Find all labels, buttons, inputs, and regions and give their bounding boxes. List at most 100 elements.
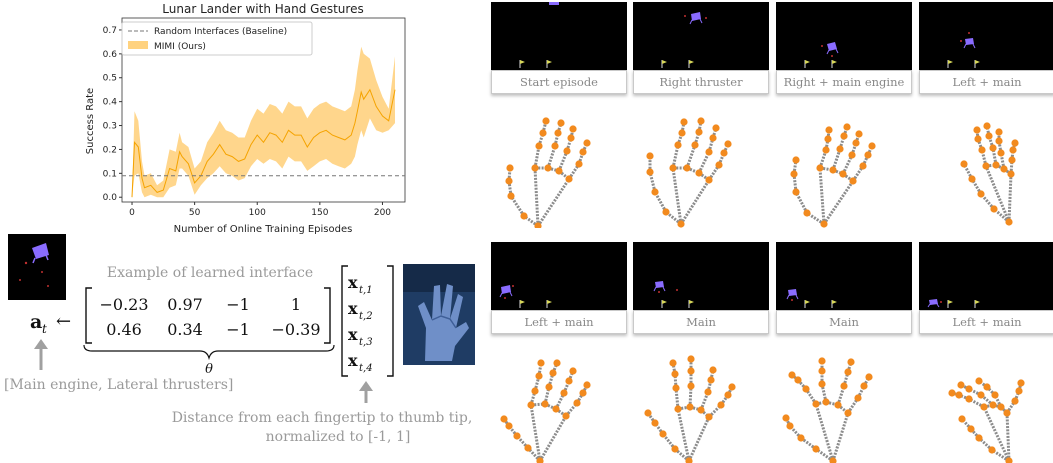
hand-joint	[868, 142, 876, 150]
hand-bone	[671, 144, 680, 169]
hand-joint	[551, 142, 559, 150]
hand-joint	[505, 422, 513, 430]
hand-joint	[860, 382, 868, 390]
hand-joint	[995, 137, 1003, 145]
hand-joint	[717, 401, 725, 409]
hand-joint	[695, 128, 703, 136]
hand-joint	[704, 388, 712, 396]
y-tick-label: 0.5	[103, 74, 117, 84]
hand-joint	[1007, 170, 1015, 178]
hand-bone	[546, 145, 557, 169]
hand-joint	[573, 399, 581, 407]
hand-joint	[705, 148, 713, 156]
hand-joint	[818, 357, 826, 365]
hand-joint	[822, 398, 830, 406]
hand-joint	[697, 117, 705, 125]
x-tick-label: 100	[249, 208, 266, 218]
matrix-cell: −1	[226, 295, 250, 314]
hand-bone	[1005, 412, 1011, 462]
hand-joint	[524, 444, 532, 452]
theta-symbol: θ	[205, 362, 213, 377]
hand-joint	[697, 406, 705, 414]
vector-subscript: t,1	[359, 285, 373, 296]
matrix-theta: −0.23 0.97 −1 1 0.46 0.34 −1 −0.39 θ	[83, 287, 335, 377]
hand-joint	[646, 168, 654, 176]
hand-joint	[569, 367, 577, 375]
hand-joint	[788, 371, 796, 379]
frame-caption: Main	[633, 310, 769, 334]
hand-joint	[695, 169, 703, 177]
input-caption-line1: Distance from each fingertip to thumb ti…	[172, 410, 473, 426]
hand-joint	[977, 190, 985, 198]
hand-joint	[531, 387, 539, 395]
vector-subscript: t,2	[359, 311, 373, 322]
game-screen	[633, 2, 769, 70]
hand-joint	[957, 381, 965, 389]
hand-joint	[674, 405, 682, 413]
hand-bone	[842, 371, 850, 387]
hand-joint	[705, 413, 713, 421]
x-tick-label: 50	[189, 208, 201, 218]
hand-joint	[680, 118, 688, 126]
hand-joint	[535, 372, 543, 380]
hand-joint	[691, 141, 699, 149]
hand-joint	[829, 457, 837, 463]
hand-joint	[818, 380, 826, 388]
hand-joint	[974, 135, 982, 143]
hand-joint	[988, 446, 996, 454]
hand-joint	[844, 368, 852, 376]
hand-joint	[709, 134, 717, 142]
hand-joint	[720, 149, 728, 157]
hand-bone	[1005, 400, 1017, 414]
learned-interface-diagram: a t ← Example of learned interface −0.23…	[4, 234, 475, 445]
hand-joint	[569, 125, 577, 133]
hand-joint	[674, 141, 682, 149]
hand-joint	[672, 384, 680, 392]
frame-caption: Left + main	[491, 310, 627, 334]
hand-joint	[545, 383, 553, 391]
y-tick-label: 0.4	[103, 98, 118, 108]
matrix-cell: −0.23	[99, 295, 148, 314]
hand-joint	[535, 142, 543, 150]
hand-joint	[989, 144, 997, 152]
hand-joint	[997, 403, 1005, 411]
game-frame: Start episode	[491, 2, 627, 95]
hand-joint	[855, 130, 863, 138]
hand-joint	[997, 149, 1005, 157]
hand-joint	[500, 415, 508, 423]
hand-joint	[840, 382, 848, 390]
hand-joint	[836, 145, 844, 153]
action-caption-arrow	[34, 339, 48, 370]
hand-joint	[678, 129, 686, 137]
hand-joint	[506, 164, 514, 172]
game-screen	[633, 242, 769, 310]
hand-skeleton	[646, 117, 732, 228]
frame-caption: Left + main	[919, 70, 1053, 94]
hand-joint	[812, 445, 820, 453]
hand-joint	[707, 376, 715, 384]
hand-photo	[403, 264, 475, 365]
hand-joint	[967, 425, 975, 433]
hand-joint	[829, 166, 837, 174]
hand-bone	[697, 151, 711, 174]
y-tick-label: 0.6	[103, 50, 118, 60]
action-subscript: t	[42, 322, 47, 336]
game-screen	[919, 2, 1053, 70]
hand-joint	[978, 146, 986, 154]
lander-thumbnail	[8, 234, 66, 300]
game-screen	[919, 242, 1053, 310]
hand-joint	[712, 124, 720, 132]
hand-joint	[975, 377, 983, 385]
hand-bone	[707, 137, 715, 153]
hand-joint	[1009, 146, 1017, 154]
hand-joint	[687, 382, 695, 390]
vector-element: x	[348, 351, 358, 370]
chart-legend: Random Interfaces (Baseline) MIMI (Ours)	[121, 21, 313, 56]
hand-joint	[792, 188, 800, 196]
hand-joint	[541, 400, 549, 408]
hand-joint	[644, 409, 652, 417]
hand-joint	[683, 164, 691, 172]
hand-joint	[995, 128, 1003, 136]
matrix-cell: 0.97	[167, 295, 203, 314]
hand-joint	[724, 140, 732, 148]
